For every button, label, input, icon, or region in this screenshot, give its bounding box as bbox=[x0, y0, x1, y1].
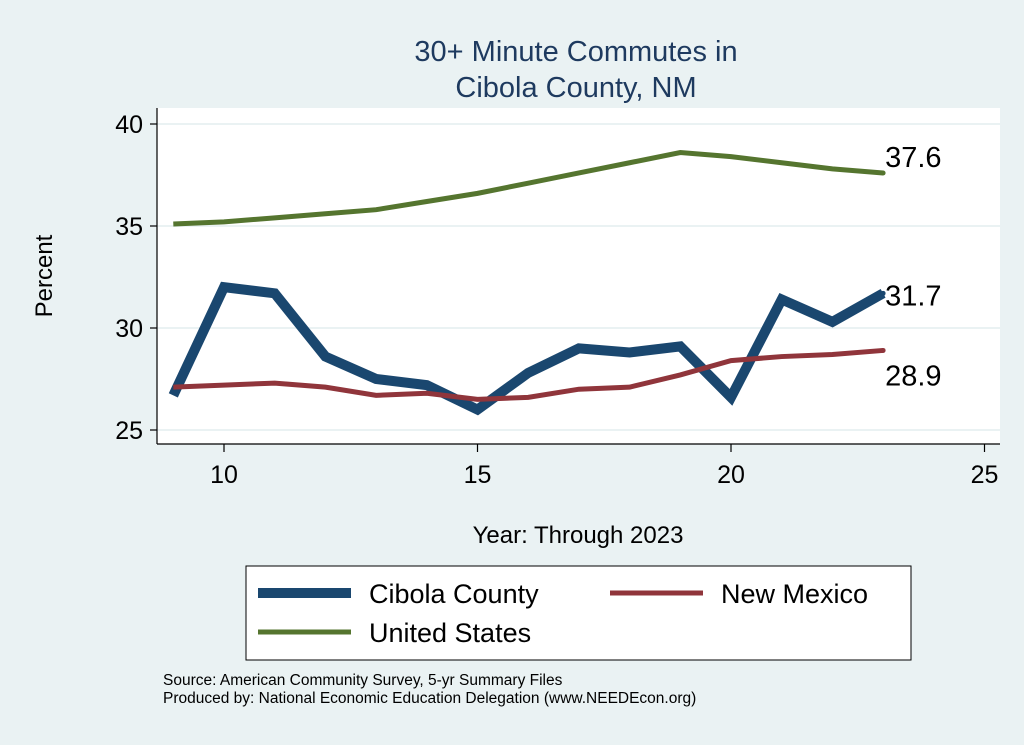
legend-label: United States bbox=[369, 618, 531, 648]
y-tick-label: 35 bbox=[115, 213, 143, 241]
legend-box bbox=[245, 565, 912, 661]
x-tick-label: 10 bbox=[210, 461, 238, 489]
y-axis-label: Percent bbox=[31, 234, 58, 317]
y-tick-label: 30 bbox=[115, 315, 143, 343]
produced-by-note: Produced by: National Economic Education… bbox=[163, 690, 697, 707]
x-tick-label: 15 bbox=[464, 461, 492, 489]
series-line-united-states bbox=[173, 150, 884, 227]
x-tick-label: 20 bbox=[717, 461, 745, 489]
x-axis-label: Year: Through 2023 bbox=[473, 522, 684, 549]
end-value-label: 28.9 bbox=[885, 360, 941, 392]
x-tick-label: 25 bbox=[971, 461, 999, 489]
source-note: Source: American Community Survey, 5-yr … bbox=[163, 672, 563, 689]
y-tick-label: 25 bbox=[115, 417, 143, 445]
end-point bbox=[880, 170, 886, 176]
series-line-new-mexico bbox=[173, 347, 884, 402]
end-value-label: 37.6 bbox=[885, 142, 941, 174]
plot-area bbox=[157, 108, 1000, 444]
end-value-label: 31.7 bbox=[885, 280, 941, 312]
end-point bbox=[880, 290, 886, 296]
legend-label: New Mexico bbox=[721, 579, 868, 609]
chart-title-line-2: Cibola County, NM bbox=[455, 72, 696, 104]
y-tick-label: 40 bbox=[115, 111, 143, 139]
end-point bbox=[880, 347, 886, 353]
chart-title-line-1: 30+ Minute Commutes in bbox=[414, 36, 737, 68]
series-line-cibola-county bbox=[168, 281, 886, 416]
legend-label: Cibola County bbox=[369, 579, 539, 609]
